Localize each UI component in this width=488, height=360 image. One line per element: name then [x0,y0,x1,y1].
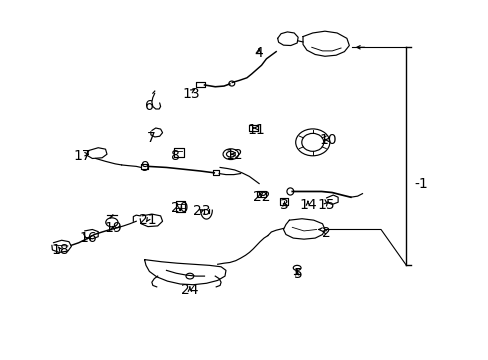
Text: 12: 12 [225,148,243,162]
Text: 19: 19 [104,221,122,235]
Text: 8: 8 [170,149,179,163]
Text: 9: 9 [140,161,149,175]
Text: 17: 17 [74,149,91,163]
Text: 16: 16 [80,231,97,246]
Text: 20: 20 [171,201,188,215]
Text: 24: 24 [181,283,198,297]
Text: 23: 23 [193,204,210,218]
Text: 7: 7 [146,131,155,145]
Text: 3: 3 [280,198,288,212]
Text: 2: 2 [322,226,330,240]
Text: 10: 10 [319,133,337,147]
Text: -1: -1 [413,177,427,190]
Text: 6: 6 [144,99,154,113]
Text: 13: 13 [182,87,199,101]
Text: 15: 15 [317,198,335,212]
Text: 18: 18 [51,243,69,257]
Text: 4: 4 [254,46,263,60]
Text: 11: 11 [247,123,265,137]
Text: 14: 14 [299,198,316,212]
Text: 21: 21 [139,213,157,227]
Text: 22: 22 [252,190,270,204]
Text: 5: 5 [293,267,302,281]
